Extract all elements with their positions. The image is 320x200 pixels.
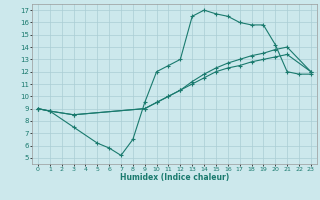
- X-axis label: Humidex (Indice chaleur): Humidex (Indice chaleur): [120, 173, 229, 182]
